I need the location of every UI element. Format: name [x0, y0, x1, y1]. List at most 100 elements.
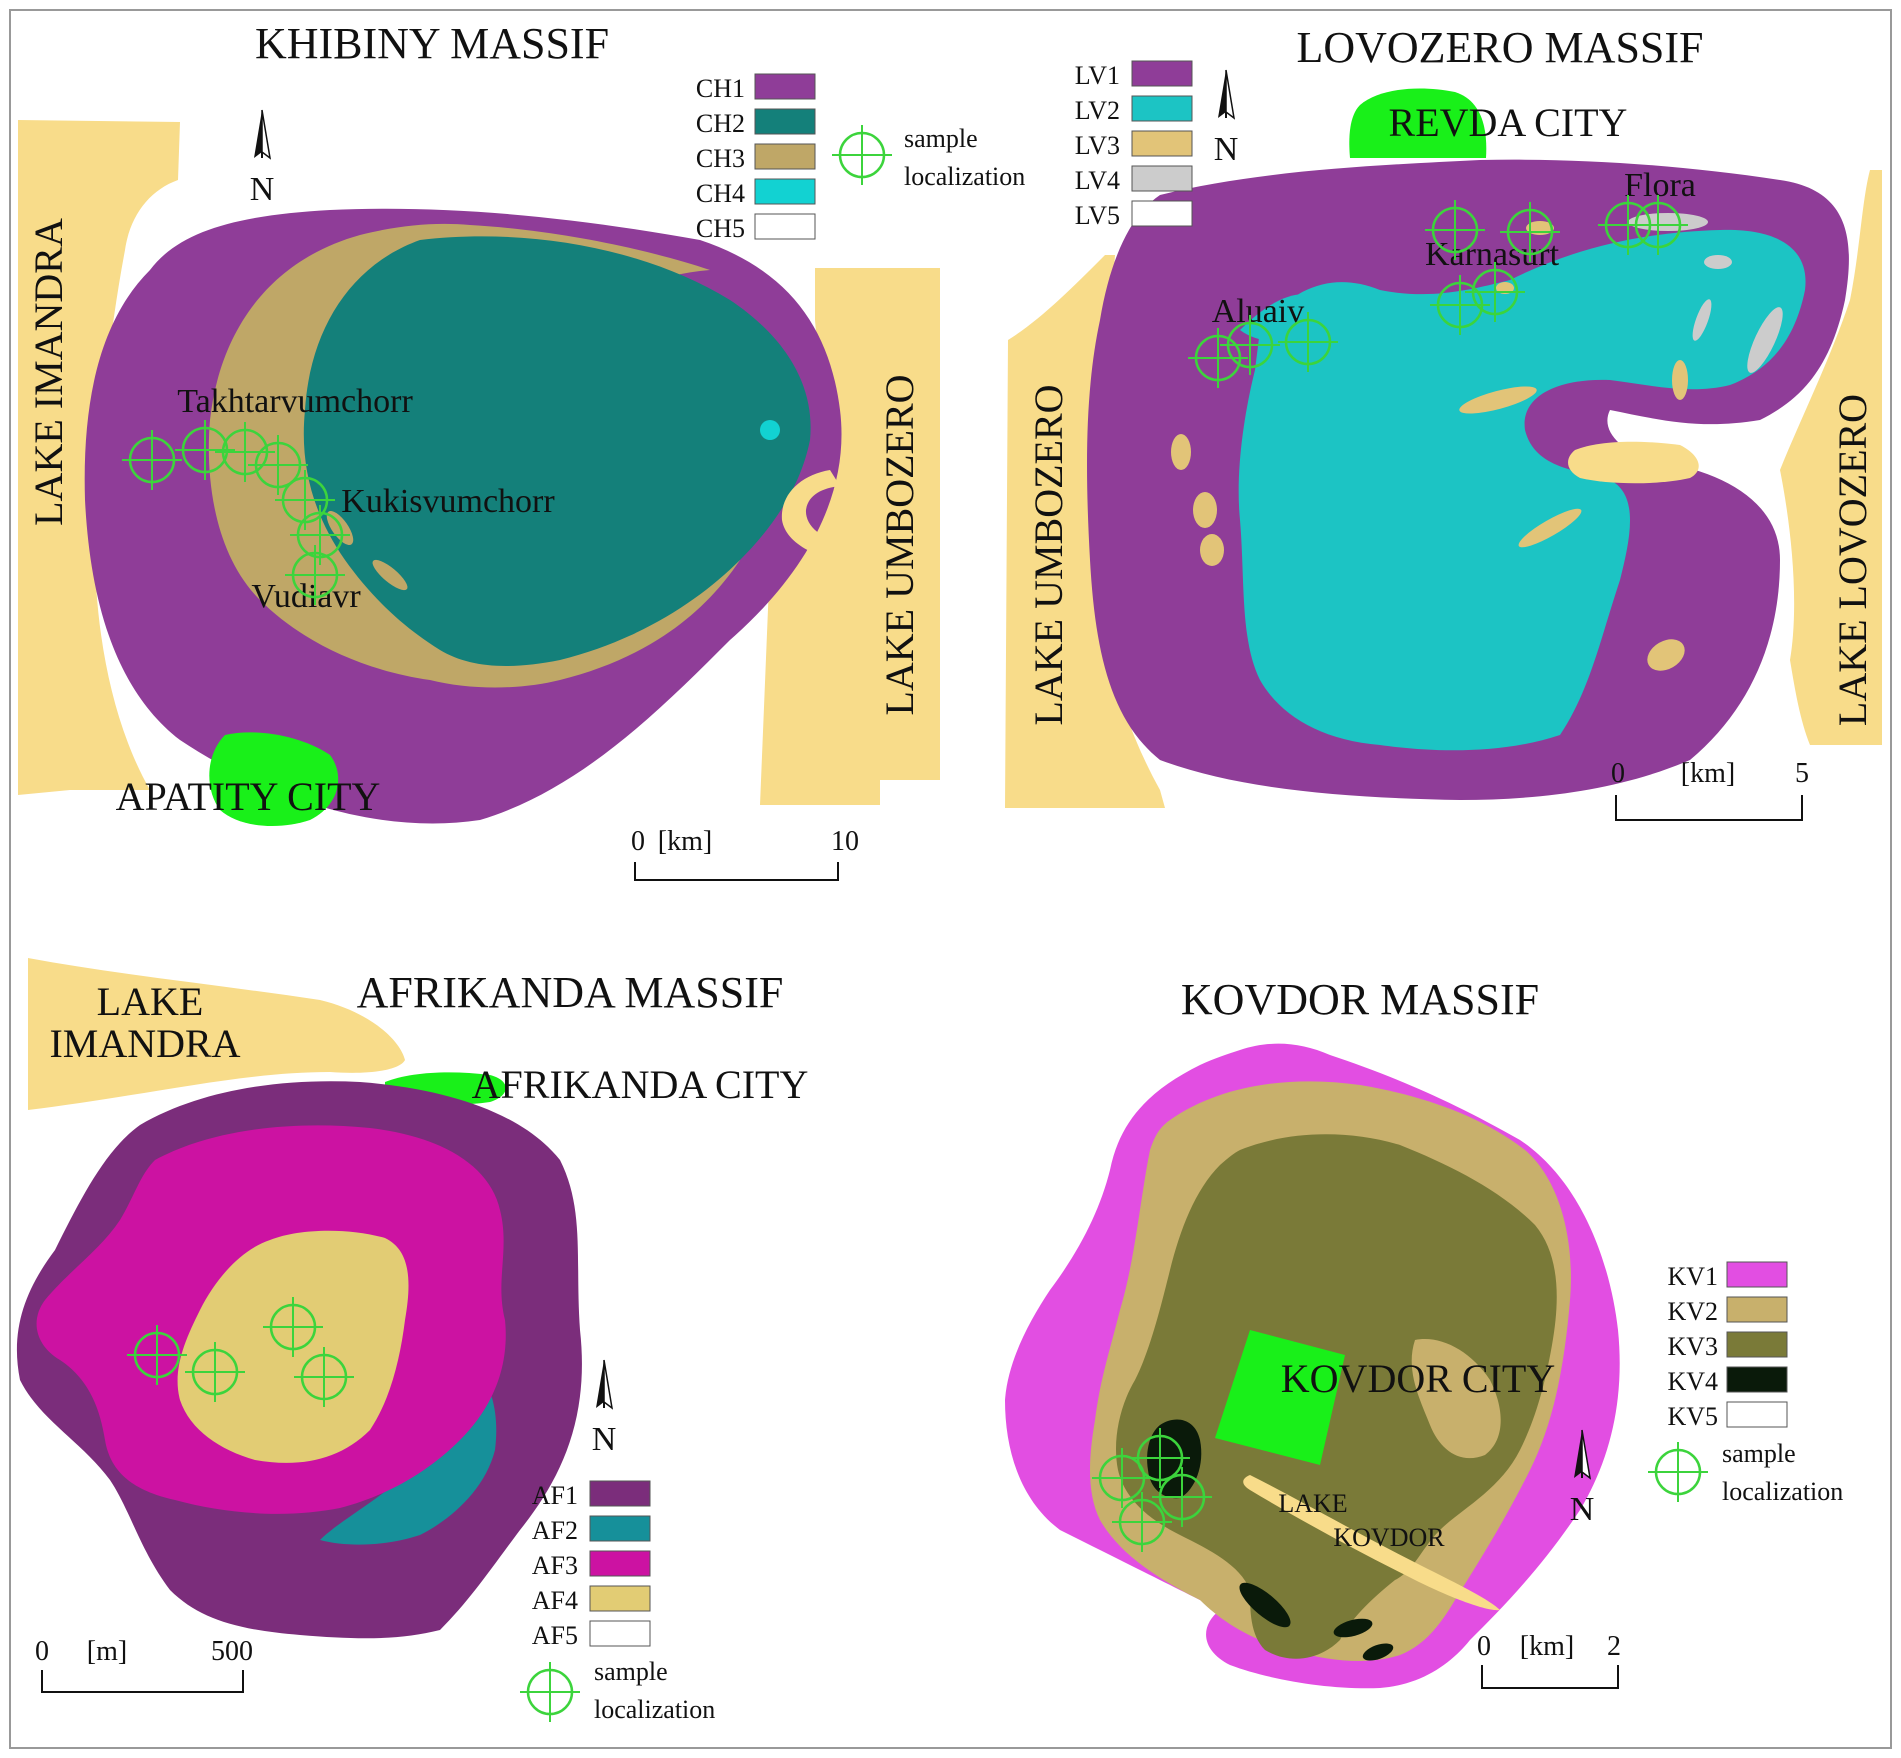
lovozero-title: LOVOZERO MASSIF — [1296, 23, 1703, 72]
legend-label-af2: AF2 — [532, 1516, 578, 1545]
khibiny-panel: KHIBINY MASSIF LAKE IMANDRA LAKE UMBOZER… — [18, 19, 1025, 881]
khibiny-lake-umbozero — [760, 268, 940, 805]
legend-swatch-ch4 — [754, 178, 816, 205]
north-arrow-icon — [1217, 69, 1235, 119]
legend-label-af3: AF3 — [532, 1551, 578, 1580]
scale-unit: [km] — [1681, 758, 1735, 789]
afrikanda-city-label: AFRIKANDA CITY — [472, 1062, 809, 1107]
khibiny-ch2-unit — [303, 236, 811, 666]
kv4-body — [1333, 1618, 1373, 1638]
kv4-body — [1239, 1582, 1291, 1628]
khibiny-lake-imandra-label: LAKE IMANDRA — [26, 218, 71, 526]
lovozero-revda-city-area — [1349, 88, 1487, 158]
scale-end: 2 — [1607, 1631, 1621, 1662]
lv3-lens — [1672, 360, 1688, 400]
legend-label-ch1: CH1 — [696, 74, 745, 103]
legend-swatch-lv2 — [1131, 95, 1193, 122]
legend-sample-marker-icon — [1646, 1440, 1710, 1504]
lovozero-scale-bar: 0 [km] 5 — [1611, 758, 1809, 821]
legend-swatch-af2 — [589, 1515, 651, 1542]
kovdor-legend: KV1 KV2 KV3 KV4 KV5 sample localization — [1646, 1261, 1843, 1506]
north-arrow-icon — [253, 109, 271, 159]
scale-unit: [km] — [1520, 1631, 1574, 1662]
scale-start: 0 — [35, 1636, 49, 1667]
afrikanda-lake-imandra — [28, 958, 405, 1110]
scale-start: 0 — [631, 826, 645, 857]
legend-swatch-kv3 — [1726, 1331, 1788, 1358]
lv4-lens — [1628, 213, 1708, 231]
legend-label-kv2: KV2 — [1667, 1297, 1718, 1326]
lovozero-lake-umbozero-label: LAKE UMBOZERO — [1026, 384, 1071, 725]
legend-sample-text: sample — [1722, 1439, 1796, 1468]
lovozero-lv3-lenses — [1171, 221, 1688, 671]
lv3-lens — [1647, 639, 1685, 671]
scale-end: 10 — [831, 826, 859, 857]
legend-label-kv1: KV1 — [1667, 1262, 1718, 1291]
scale-start: 0 — [1611, 758, 1625, 789]
legend-label-af5: AF5 — [532, 1621, 578, 1650]
lv3-lens — [1193, 492, 1217, 528]
scale-end: 500 — [211, 1636, 253, 1667]
khibiny-site-takhtarvumchorr: Takhtarvumchorr — [177, 383, 413, 420]
figure-frame — [9, 9, 1892, 1749]
legend-swatch-lv4 — [1131, 165, 1193, 192]
legend-swatch-kv5 — [1726, 1401, 1788, 1428]
legend-swatch-kv1 — [1726, 1261, 1788, 1288]
khibiny-lake-umbozero-inlet — [781, 470, 860, 565]
kovdor-kv3-unit — [1115, 1134, 1557, 1659]
scale-bar-line — [1615, 795, 1803, 821]
khibiny-scale-bar: 0 [km] 10 — [631, 826, 859, 881]
north-label: N — [592, 1421, 617, 1458]
north-label: N — [250, 171, 275, 208]
lv3-lens — [1200, 534, 1224, 566]
scale-unit: [km] — [658, 826, 712, 857]
legend-swatch-af5 — [589, 1620, 651, 1647]
legend-sample-marker-icon — [830, 123, 894, 187]
legend-localization-text: localization — [1722, 1477, 1843, 1506]
north-arrow-icon — [595, 1359, 613, 1409]
kovdor-lake-label-line1: LAKE — [1278, 1489, 1347, 1518]
scale-bar-line — [41, 1670, 244, 1693]
khibiny-legend: CH1 CH2 CH3 CH4 CH5 sample localization — [696, 73, 1025, 243]
north-label: N — [1214, 131, 1239, 168]
lovozero-site-flora: Flora — [1624, 167, 1696, 204]
kovdor-title: KOVDOR MASSIF — [1181, 975, 1539, 1024]
scale-bar-line — [634, 862, 839, 881]
scale-unit: [m] — [87, 1636, 127, 1667]
kovdor-kv2-enclave — [1411, 1339, 1501, 1459]
legend-label-lv4: LV4 — [1075, 166, 1120, 195]
kovdor-lake-kovdor — [1243, 1475, 1500, 1611]
kovdor-panel: KOVDOR MASSIF KOVDOR CITY LAKE KOVDOR KV… — [1005, 975, 1843, 1689]
lv3-lens — [1459, 386, 1537, 414]
afrikanda-lake-label-line1: LAKE — [97, 979, 204, 1024]
legend-localization-text: localization — [594, 1695, 715, 1724]
legend-label-ch3: CH3 — [696, 144, 745, 173]
legend-swatch-ch3 — [754, 143, 816, 170]
khibiny-ch4-unit — [760, 420, 780, 440]
lovozero-lake-lovozero — [1780, 170, 1882, 745]
lovozero-lake-lovozero-label: LAKE LOVOZERO — [1830, 394, 1875, 726]
lovozero-lake-umbozero — [1005, 255, 1165, 808]
legend-label-ch5: CH5 — [696, 214, 745, 243]
khibiny-apatity-city-label: APATITY CITY — [116, 774, 381, 819]
legend-swatch-lv5 — [1131, 200, 1193, 227]
afrikanda-legend: AF1 AF2 AF3 AF4 AF5 sample localization — [518, 1480, 715, 1724]
afrikanda-panel: AFRIKANDA MASSIF LAKE IMANDRA AFRIKANDA … — [16, 958, 809, 1724]
lovozero-north-arrow: N — [1214, 69, 1239, 168]
afrikanda-lake-label-line2: IMANDRA — [49, 1021, 240, 1066]
lovozero-site-karnasurt: Karnasurt — [1425, 236, 1560, 273]
lovozero-legend: LV1 LV2 LV3 LV4 LV5 — [1075, 60, 1193, 230]
legend-swatch-kv4 — [1726, 1366, 1788, 1393]
scale-start: 0 — [1477, 1631, 1491, 1662]
lv4-lens — [1704, 255, 1732, 269]
kovdor-north-arrow: N — [1570, 1429, 1594, 1528]
lv3-lens — [1518, 508, 1582, 548]
legend-sample-text: sample — [594, 1657, 668, 1686]
lv4-lens — [1747, 307, 1783, 373]
legend-swatch-ch2 — [754, 108, 816, 135]
lovozero-lv2-unit — [1238, 229, 1806, 751]
khibiny-title: KHIBINY MASSIF — [255, 19, 609, 68]
khibiny-lake-umbozero-label: LAKE UMBOZERO — [877, 374, 922, 715]
legend-label-kv4: KV4 — [1667, 1367, 1718, 1396]
